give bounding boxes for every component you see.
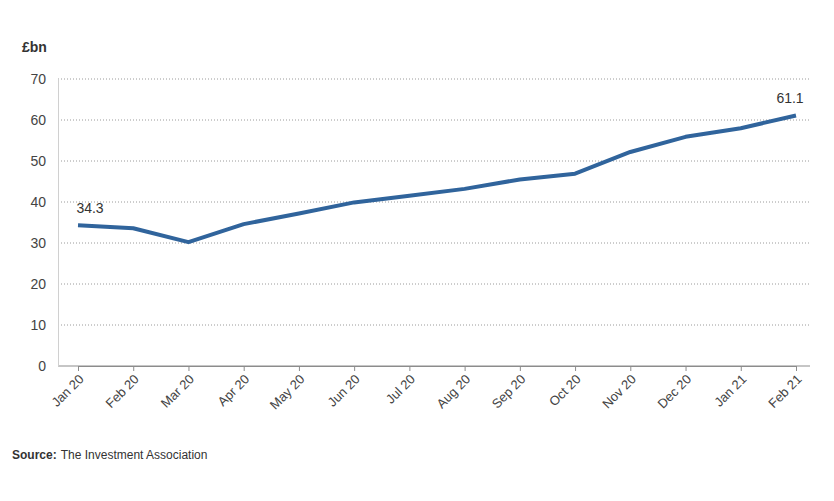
x-axis: Jan 20 Feb 20 Mar 20 Apr 20 May 20 Jun 20 Jul …: [48, 366, 804, 412]
plot-area: [78, 115, 796, 242]
data-label: 61.1: [776, 90, 803, 106]
y-axis-title: £bn: [22, 39, 47, 55]
y-tick-label: 50: [30, 153, 46, 169]
x-tick: Feb 20: [103, 366, 142, 411]
x-tick-label: Dec 20: [654, 372, 694, 412]
y-axis: 0 10 20 30 40 50 60 70: [30, 71, 58, 374]
grid-line: [58, 284, 810, 285]
x-tick: Nov 20: [599, 366, 639, 411]
x-tick-mark: [520, 366, 521, 371]
x-tick-label: Feb 21: [765, 372, 804, 411]
x-tick: Jul 20: [383, 366, 418, 407]
y-tick-label: 0: [38, 358, 46, 374]
x-tick-label: Jun 20: [325, 372, 363, 410]
grid-line: [58, 243, 810, 244]
x-tick-mark: [575, 366, 576, 371]
x-tick-mark: [299, 366, 300, 371]
x-tick-mark: [630, 366, 631, 371]
x-tick-mark: [244, 366, 245, 371]
grid-line: [58, 79, 810, 80]
x-tick: Feb 21: [765, 366, 804, 411]
data-labels: 34.3 61.1: [76, 90, 803, 216]
x-tick-mark: [465, 366, 466, 371]
y-tick-label: 40: [30, 194, 46, 210]
x-tick-label: Jan 20: [48, 372, 86, 410]
x-tick-mark: [354, 366, 355, 371]
grid-line: [58, 366, 810, 367]
y-tick: 50: [30, 153, 58, 169]
x-tick-label: Feb 20: [103, 372, 142, 411]
y-tick-label: 70: [30, 71, 46, 87]
x-tick: Mar 20: [158, 366, 197, 411]
x-tick-mark: [686, 366, 687, 371]
y-tick: 20: [30, 276, 58, 292]
y-axis-line: [58, 80, 59, 367]
x-tick-label: Oct 20: [546, 372, 584, 410]
x-axis-line: [79, 366, 797, 367]
x-tick: Jun 20: [325, 366, 363, 410]
x-tick: Oct 20: [546, 366, 584, 409]
x-tick: Sep 20: [489, 366, 529, 411]
y-tick: 0: [38, 358, 58, 374]
y-tick: 10: [30, 317, 58, 333]
data-label: 34.3: [76, 200, 103, 216]
x-tick-mark: [133, 366, 134, 371]
x-tick: Dec 20: [654, 366, 694, 411]
grid-line: [58, 161, 810, 162]
grid-line: [58, 120, 810, 121]
x-tick-label: May 20: [267, 372, 308, 413]
x-tick-mark: [741, 366, 742, 371]
y-tick-label: 30: [30, 235, 46, 251]
x-tick-mark: [796, 366, 797, 371]
series-line: [78, 115, 796, 242]
x-tick-label: Apr 20: [215, 372, 253, 410]
y-tick: 30: [30, 235, 58, 251]
chart: 0 10 20 30 40 50 60 70 Jan 20 Feb 20 Mar 20 Apr 20 M…: [0, 0, 834, 501]
x-tick: May 20: [267, 366, 308, 412]
y-tick: 70: [30, 71, 58, 87]
x-tick-label: Sep 20: [489, 372, 529, 412]
x-tick: Jan 20: [48, 366, 86, 410]
x-tick-mark: [409, 366, 410, 371]
x-tick: Aug 20: [433, 366, 473, 411]
y-tick: 40: [30, 194, 58, 210]
x-tick-label: Jan 21: [711, 372, 749, 410]
source-note: Source: The Investment Association: [12, 448, 207, 462]
source-label: Source:: [12, 448, 57, 462]
x-tick: Jan 21: [711, 366, 749, 410]
y-tick-label: 10: [30, 317, 46, 333]
grid-line: [58, 325, 810, 326]
y-tick-label: 20: [30, 276, 46, 292]
y-tick: 60: [30, 112, 58, 128]
grid: [58, 79, 810, 366]
x-tick-mark: [188, 366, 189, 371]
x-tick-mark: [78, 366, 79, 371]
x-tick-label: Jul 20: [383, 372, 418, 407]
x-tick-label: Aug 20: [433, 372, 473, 412]
source-text: The Investment Association: [61, 448, 208, 462]
y-tick-label: 60: [30, 112, 46, 128]
x-tick-label: Nov 20: [599, 372, 639, 412]
grid-line: [58, 202, 810, 203]
x-tick-label: Mar 20: [158, 372, 197, 411]
x-tick: Apr 20: [215, 366, 253, 409]
